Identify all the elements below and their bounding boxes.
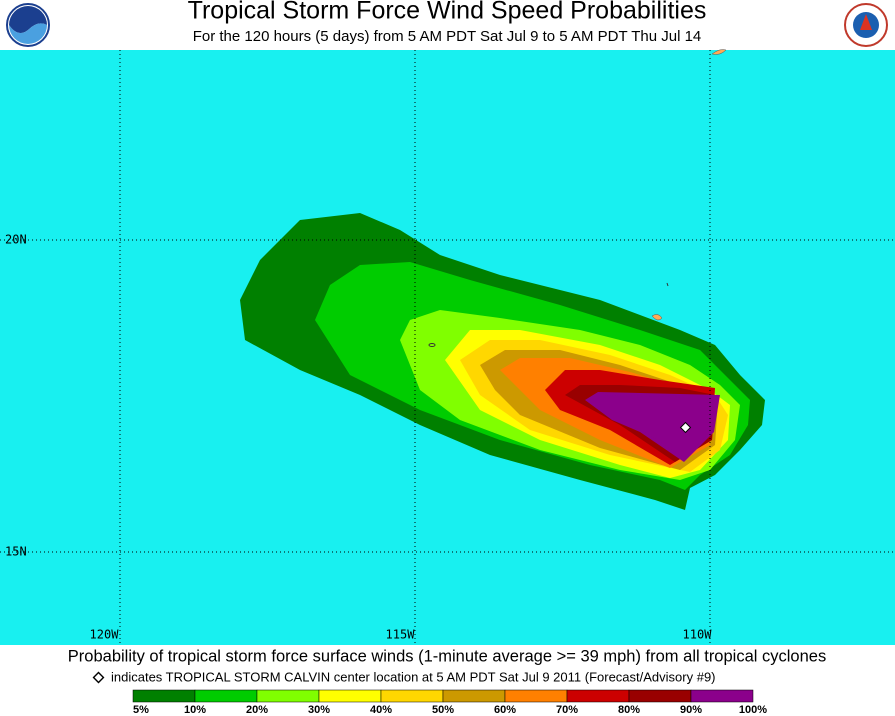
- legend-swatch: [380, 689, 444, 703]
- island: [651, 314, 663, 321]
- legend-label: 30%: [308, 704, 330, 716]
- legend-swatch: [194, 689, 258, 703]
- contour-100: [592, 395, 718, 458]
- legend-swatch: [132, 689, 196, 703]
- island: [428, 343, 436, 347]
- title: Tropical Storm Force Wind Speed Probabil…: [188, 0, 707, 25]
- island: [666, 282, 669, 287]
- legend-label: 20%: [246, 704, 268, 716]
- legend: 5% 10% 20% 30% 40% 50% 60% 70% 80% 90% 100%: [132, 689, 767, 716]
- legend-label: 80%: [618, 704, 640, 716]
- legend-swatch: [566, 689, 630, 703]
- note-marker: [92, 671, 105, 684]
- legend-label: 5%: [133, 704, 149, 716]
- caption: Probability of tropical storm force surf…: [68, 647, 826, 665]
- note: indicates TROPICAL STORM CALVIN center l…: [111, 669, 716, 684]
- legend-swatch: [442, 689, 506, 703]
- subtitle: For the 120 hours (5 days) from 5 AM PDT…: [193, 28, 702, 45]
- legend-label: 40%: [370, 704, 392, 716]
- noaa-logo: [6, 3, 50, 47]
- legend-swatch: [318, 689, 382, 703]
- legend-swatch: [504, 689, 568, 703]
- legend-label: 10%: [184, 704, 206, 716]
- legend-label: 90%: [680, 704, 702, 716]
- legend-swatch: [628, 689, 692, 703]
- storm-center: [679, 421, 692, 434]
- lon-label: 115W: [386, 628, 416, 642]
- legend-swatch: [256, 689, 320, 703]
- legend-label: 70%: [556, 704, 578, 716]
- lat-label: 15N: [5, 545, 27, 559]
- island: [711, 49, 727, 55]
- legend-swatch: [690, 689, 754, 703]
- lon-label: 110W: [683, 628, 713, 642]
- lat-label: 20N: [5, 233, 27, 247]
- legend-label: 60%: [494, 704, 516, 716]
- legend-label: 50%: [432, 704, 454, 716]
- nws-logo: [844, 3, 888, 47]
- probability-contours: [240, 213, 765, 510]
- legend-label: 100%: [739, 704, 767, 716]
- lon-label: 120W: [90, 628, 120, 642]
